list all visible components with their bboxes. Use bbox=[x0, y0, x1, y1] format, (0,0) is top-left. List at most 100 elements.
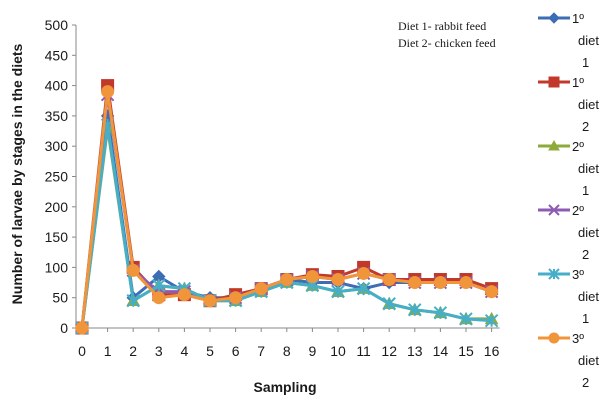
y-tick-label: 500 bbox=[45, 17, 69, 33]
data-point bbox=[459, 312, 473, 326]
y-tick-label: 300 bbox=[45, 138, 69, 154]
data-point bbox=[75, 321, 89, 335]
data-point bbox=[357, 266, 371, 280]
x-tick-label: 9 bbox=[309, 343, 317, 359]
series-3 bbox=[75, 120, 499, 334]
legend: 1º diet 1 1º diet 2 2º diet 1 2º diet 2 3º diet 1 3º die… bbox=[538, 11, 599, 390]
data-point bbox=[152, 291, 166, 305]
data-point bbox=[229, 291, 243, 305]
legend-label: 2º bbox=[572, 139, 584, 154]
x-tick-label: 4 bbox=[181, 343, 189, 359]
legend-swatch-marker bbox=[548, 12, 560, 24]
series-5 bbox=[75, 118, 499, 335]
y-axis-ticks: 0 50 100 150 200 250 300 350 400 450 500 bbox=[45, 17, 76, 336]
x-tick-label: 3 bbox=[155, 343, 163, 359]
x-tick-label: 0 bbox=[78, 343, 86, 359]
annotation-diet-2: Diet 2- chicken feed bbox=[398, 36, 496, 50]
data-point bbox=[382, 273, 396, 287]
data-point bbox=[459, 276, 473, 290]
x-tick-label: 16 bbox=[484, 343, 500, 359]
x-tick-label: 12 bbox=[381, 343, 397, 359]
x-tick-label: 5 bbox=[206, 343, 214, 359]
x-tick-label: 1 bbox=[104, 343, 112, 359]
legend-item: 2º diet 2 bbox=[538, 203, 599, 262]
x-tick-label: 8 bbox=[283, 343, 291, 359]
data-point bbox=[203, 294, 217, 308]
series-layer bbox=[75, 79, 499, 335]
series-line bbox=[80, 84, 493, 329]
legend-label: 2 bbox=[582, 119, 589, 134]
legend-item: 1º diet 1 bbox=[538, 11, 599, 70]
series-1 bbox=[75, 109, 499, 335]
y-tick-label: 450 bbox=[45, 47, 69, 63]
x-axis-ticks: 0 1 2 3 4 5 6 7 8 9 10 11 12 13 14 15 16 bbox=[78, 328, 500, 359]
annotation-diet-1: Diet 1- rabbit feed bbox=[398, 19, 486, 33]
data-point bbox=[356, 281, 371, 296]
y-tick-label: 150 bbox=[45, 229, 69, 245]
legend-label: diet bbox=[578, 225, 599, 240]
series-6 bbox=[75, 85, 499, 335]
legend-label: 2º bbox=[572, 203, 584, 218]
data-point bbox=[126, 294, 140, 308]
legend-label: diet bbox=[578, 161, 599, 176]
series-line bbox=[80, 90, 493, 329]
x-tick-label: 2 bbox=[129, 343, 137, 359]
legend-label: 3º bbox=[572, 331, 584, 346]
data-point bbox=[484, 314, 499, 328]
x-tick-label: 10 bbox=[330, 343, 346, 359]
series-line bbox=[80, 123, 492, 329]
x-tick-label: 15 bbox=[458, 343, 474, 359]
y-axis-title: Number of larvae by stages in the diets bbox=[9, 43, 25, 304]
data-point bbox=[382, 297, 396, 311]
legend-swatch-marker bbox=[548, 332, 560, 344]
data-point bbox=[254, 282, 268, 296]
y-tick-label: 400 bbox=[45, 78, 69, 94]
y-tick-label: 50 bbox=[52, 290, 68, 306]
data-point bbox=[433, 306, 448, 320]
data-point bbox=[126, 263, 140, 277]
data-point bbox=[305, 269, 319, 283]
x-axis-title: Sampling bbox=[253, 379, 316, 395]
data-point bbox=[331, 284, 345, 299]
legend-label: 1 bbox=[582, 183, 589, 198]
data-point bbox=[280, 273, 294, 287]
data-point bbox=[485, 285, 499, 299]
legend-label: diet bbox=[578, 289, 599, 304]
legend-label: 1º bbox=[572, 11, 584, 26]
series-line bbox=[80, 126, 492, 329]
y-tick-label: 350 bbox=[45, 108, 69, 124]
legend-item: 3º diet 2 bbox=[538, 331, 599, 390]
legend-swatch-marker bbox=[548, 76, 560, 88]
data-point bbox=[331, 273, 345, 287]
legend-label: diet bbox=[578, 97, 599, 112]
data-point bbox=[433, 276, 447, 290]
legend-label: diet bbox=[578, 353, 599, 368]
legend-swatch-marker bbox=[548, 268, 560, 280]
x-tick-label: 13 bbox=[407, 343, 423, 359]
legend-label: 3º bbox=[572, 267, 584, 282]
legend-item: 3º diet 1 bbox=[538, 267, 599, 326]
legend-swatch-marker bbox=[548, 139, 560, 151]
x-tick-label: 6 bbox=[232, 343, 240, 359]
legend-label: 1º bbox=[572, 75, 584, 90]
legend-swatch-marker bbox=[548, 204, 560, 216]
data-point bbox=[408, 303, 422, 317]
legend-label: 2 bbox=[582, 375, 589, 390]
x-tick-label: 14 bbox=[433, 343, 449, 359]
data-point bbox=[101, 85, 115, 99]
x-tick-label: 11 bbox=[356, 343, 371, 359]
legend-label: 2 bbox=[582, 247, 589, 262]
x-tick-label: 7 bbox=[257, 343, 265, 359]
y-tick-label: 0 bbox=[60, 320, 68, 336]
legend-item: 1º diet 2 bbox=[538, 75, 599, 134]
data-point bbox=[152, 278, 166, 293]
data-point bbox=[408, 276, 422, 290]
legend-label: 1 bbox=[582, 311, 589, 326]
data-point bbox=[177, 288, 191, 302]
legend-label: diet bbox=[578, 33, 599, 48]
y-tick-label: 100 bbox=[45, 259, 69, 275]
y-tick-label: 200 bbox=[45, 199, 69, 215]
legend-item: 2º diet 1 bbox=[538, 139, 599, 198]
